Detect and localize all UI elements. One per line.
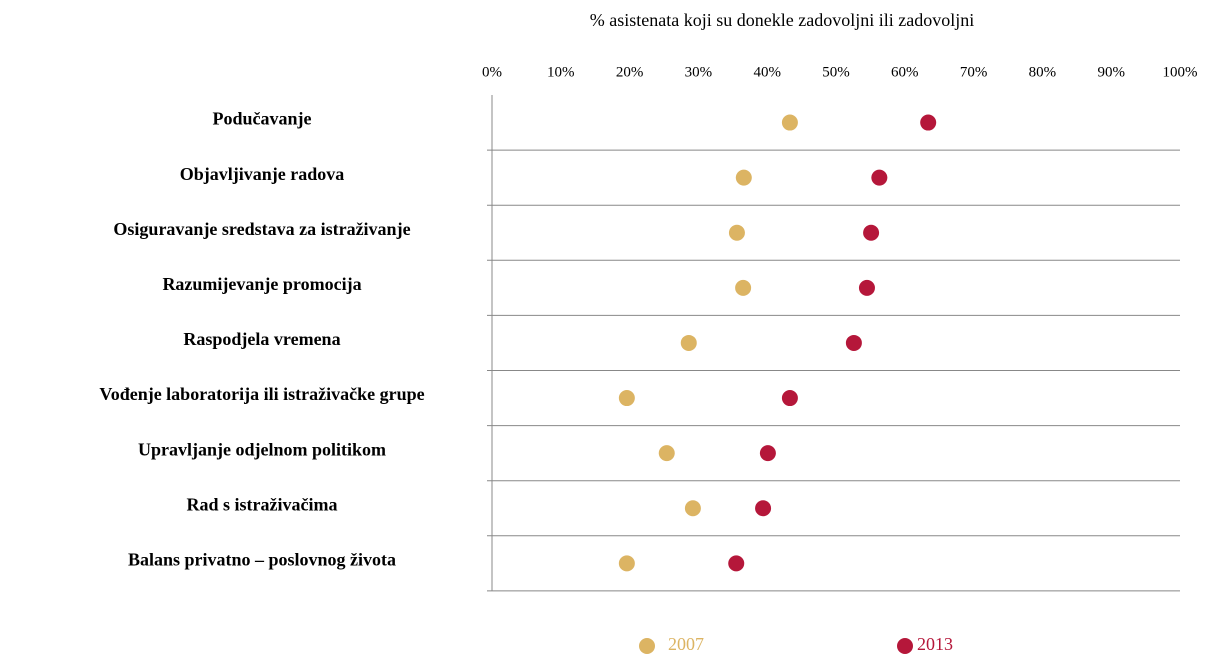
category-label: Vođenje laboratorija ili istraživačke gr…: [99, 384, 424, 404]
legend-marker: [897, 638, 913, 654]
x-tick-label: 40%: [753, 64, 781, 80]
x-tick-label: 0%: [482, 64, 502, 80]
dot: [863, 224, 880, 241]
x-tick-label: 100%: [1163, 64, 1198, 80]
category-label: Podučavanje: [213, 109, 312, 129]
x-tick-label: 60%: [891, 64, 919, 80]
dot: [735, 169, 752, 186]
dot: [781, 114, 798, 131]
dot: [755, 500, 772, 517]
dot: [680, 334, 697, 351]
legend-label: 2013: [917, 634, 953, 654]
x-tick-label: 70%: [960, 64, 988, 80]
category-label: Osiguravanje sredstava za istraživanje: [113, 219, 410, 239]
legend-marker: [639, 638, 655, 654]
dot: [920, 114, 937, 131]
category-label: Raspodjela vremena: [183, 329, 340, 349]
legend-label: 2007: [668, 634, 704, 654]
x-tick-label: 20%: [616, 64, 644, 80]
category-label: Razumijevanje promocija: [162, 274, 361, 294]
dot: [658, 445, 675, 462]
x-tick-label: 50%: [822, 64, 850, 80]
dot: [871, 169, 888, 186]
category-label: Balans privatno – poslovnog života: [128, 549, 396, 569]
dot: [684, 500, 701, 517]
x-tick-label: 10%: [547, 64, 575, 80]
dot: [728, 224, 745, 241]
dot: [618, 555, 635, 572]
x-tick-label: 80%: [1029, 64, 1057, 80]
dot: [845, 334, 862, 351]
dot: [728, 555, 745, 572]
category-label: Rad s istraživačima: [187, 494, 338, 514]
dot: [735, 279, 752, 296]
chart-title: % asistenata koji su donekle zadovoljni …: [590, 10, 974, 30]
dot: [759, 445, 776, 462]
x-tick-label: 30%: [685, 64, 713, 80]
dot: [618, 390, 635, 407]
category-label: Objavljivanje radova: [180, 164, 345, 184]
dot: [781, 390, 798, 407]
category-label: Upravljanje odjelnom politikom: [138, 439, 386, 459]
x-tick-label: 90%: [1097, 64, 1125, 80]
dot: [858, 279, 875, 296]
